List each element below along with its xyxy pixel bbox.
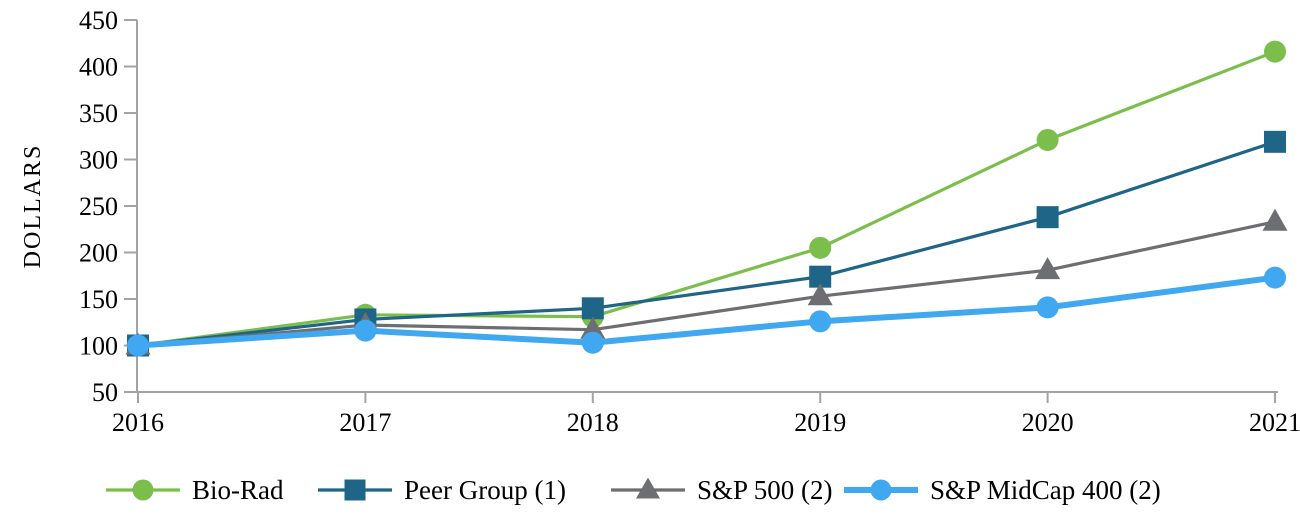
- legend-marker-s-p-midcap-400-2-icon: [844, 479, 918, 501]
- y-tick-label: 50: [92, 378, 118, 407]
- y-tick-label: 150: [79, 285, 118, 314]
- x-tick-label: 2018: [567, 408, 619, 437]
- x-tick-label: 2016: [112, 408, 164, 437]
- legend-marker-shape: [344, 479, 366, 501]
- y-tick-label: 250: [79, 192, 118, 221]
- series-marker-s-p-500-2: [580, 316, 606, 339]
- legend-label: S&P MidCap 400 (2): [930, 474, 1161, 505]
- x-tick-label: 2019: [794, 408, 846, 437]
- legend-marker-shape: [870, 479, 892, 501]
- legend-label: Peer Group (1): [404, 474, 566, 505]
- chart-legend: Bio-Rad Peer Group (1) S&P 500 (2) S&P MidC…: [0, 468, 1300, 512]
- y-tick-label: 300: [79, 146, 118, 175]
- series-marker-bio-rad: [1264, 40, 1286, 63]
- series-marker-s-p-midcap-400-2: [581, 331, 604, 354]
- y-tick-label: 100: [79, 332, 118, 361]
- series-marker-s-p-500-2: [1035, 257, 1061, 280]
- series-marker-s-p-midcap-400-2: [809, 310, 832, 333]
- legend-item-peer-group-1: Peer Group (1): [316, 468, 566, 512]
- series-line-peer-group-1: [137, 140, 1276, 348]
- legend-marker-peer-group-1-icon: [318, 479, 392, 501]
- y-tick-label: 200: [79, 239, 118, 268]
- series-marker-s-p-midcap-400-2: [1036, 296, 1059, 319]
- series-marker-s-p-midcap-400-2: [354, 319, 377, 342]
- x-tick-label: 2021: [1249, 408, 1300, 437]
- series-marker-bio-rad: [809, 236, 832, 259]
- y-tick-label: 400: [79, 53, 118, 82]
- series-marker-peer-group-1: [581, 297, 604, 320]
- legend-item-bio-rad: Bio-Rad: [104, 468, 284, 512]
- series-line-s-p-midcap-400-2: [137, 274, 1276, 349]
- series-marker-peer-group-1: [809, 265, 832, 288]
- legend-marker-bio-rad-icon: [106, 479, 180, 501]
- legend-marker-shape: [132, 479, 154, 501]
- y-tick-label: 350: [79, 99, 118, 128]
- series-marker-s-p-500-2: [807, 283, 833, 306]
- series-marker-peer-group-1: [1036, 206, 1059, 229]
- series-marker-peer-group-1: [1264, 130, 1286, 153]
- legend-item-s-p-midcap-400-2: S&P MidCap 400 (2): [842, 468, 1161, 512]
- series-line-bio-rad: [137, 50, 1276, 348]
- series-marker-bio-rad: [1036, 128, 1059, 151]
- y-axis-title: DOLLARS: [20, 144, 46, 269]
- legend-label: Bio-Rad: [192, 474, 284, 505]
- legend-marker-shape: [636, 477, 660, 499]
- x-tick-label: 2017: [339, 408, 391, 437]
- series-marker-s-p-midcap-400-2: [127, 334, 149, 357]
- y-tick-label: 450: [79, 6, 118, 35]
- legend-marker-s-p-500-2-icon: [611, 477, 685, 499]
- legend-label: S&P 500 (2): [697, 474, 833, 505]
- legend-item-s-p-500-2: S&P 500 (2): [609, 468, 833, 512]
- series-line-s-p-500-2: [137, 220, 1276, 348]
- series-marker-s-p-midcap-400-2: [1264, 266, 1286, 289]
- series-marker-s-p-500-2: [1262, 208, 1288, 231]
- x-tick-label: 2020: [1022, 408, 1074, 437]
